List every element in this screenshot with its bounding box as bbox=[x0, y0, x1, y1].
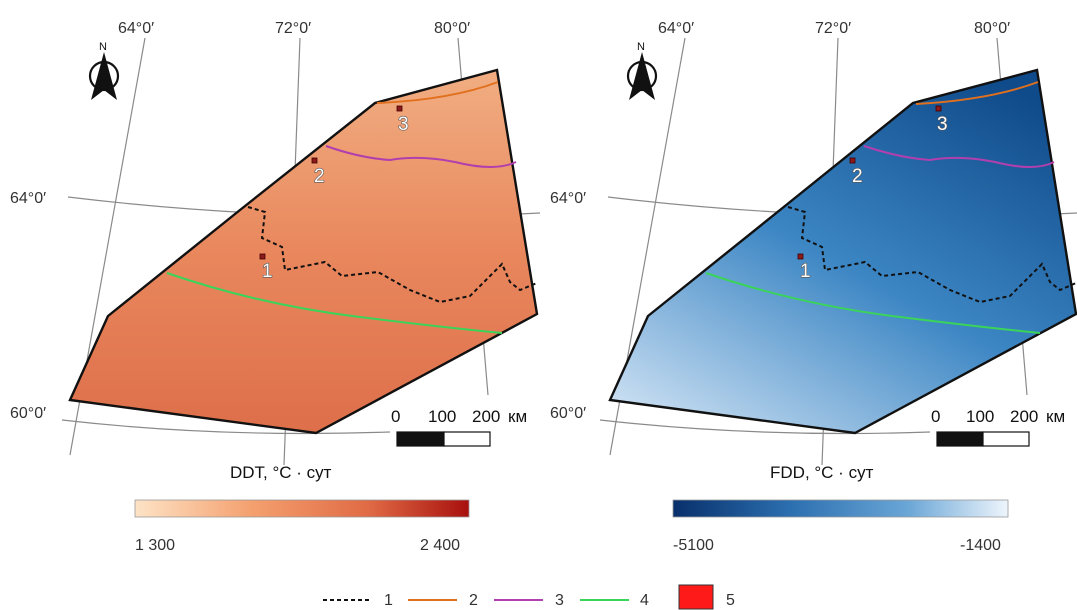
legend: 1 2 3 4 5 bbox=[323, 584, 735, 610]
map-panel-ddt: 1 2 3 64°0′ 72°0′ 80°0′ 64°0′ 60°0′ N 0 … bbox=[10, 20, 541, 554]
colorbar-min-ddt: 1 300 bbox=[135, 537, 175, 554]
colorbar-max-ddt: 2 400 bbox=[420, 537, 460, 554]
line-4-green bbox=[166, 272, 503, 334]
line-1-dashed bbox=[787, 206, 1077, 304]
colorbar-gradient-ddt bbox=[134, 499, 470, 518]
site-label-2: 2 bbox=[852, 166, 863, 187]
scale-unit: км bbox=[508, 407, 527, 426]
site-marker-2 bbox=[311, 157, 318, 164]
site-marker-1 bbox=[797, 253, 804, 260]
scale-segment-white bbox=[443, 431, 491, 447]
region-polygon bbox=[608, 68, 1077, 435]
lon-label-64: 64°0′ bbox=[118, 20, 154, 37]
legend-item-5: 5 bbox=[678, 584, 735, 610]
line-3-purple bbox=[325, 145, 517, 168]
scale-segment-black bbox=[396, 431, 445, 447]
colorbar-ddt: DDT, °C · сут 1 300 2 400 bbox=[134, 463, 470, 554]
lat-label-60: 60°0′ bbox=[10, 405, 46, 422]
site-marker-3 bbox=[935, 105, 942, 112]
legend-item-3: 3 bbox=[494, 592, 564, 609]
scale-label-0: 0 bbox=[391, 407, 400, 426]
site-label-3: 3 bbox=[398, 114, 409, 135]
region-polygon bbox=[68, 68, 539, 435]
scale-label-0: 0 bbox=[931, 407, 940, 426]
site-marker-2 bbox=[849, 157, 856, 164]
line-2-orange bbox=[376, 81, 499, 104]
scale-label-200: 200 bbox=[472, 407, 500, 426]
lat-label-64: 64°0′ bbox=[550, 190, 586, 207]
colorbar-gradient-fdd bbox=[672, 499, 1009, 518]
scale-label-100: 100 bbox=[428, 407, 456, 426]
legend-swatch-5 bbox=[678, 584, 714, 610]
map-panel-fdd: 1 2 3 64°0′ 72°0′ 80°0′ 64°0′ 60°0′ N 0 … bbox=[550, 20, 1077, 554]
scale-segment-white bbox=[982, 431, 1030, 447]
scale-bar: 0 100 200 км bbox=[391, 407, 527, 447]
colorbar-title-ddt: DDT, °C · сут bbox=[230, 463, 332, 482]
scale-unit: км bbox=[1046, 407, 1065, 426]
scale-label-100: 100 bbox=[966, 407, 994, 426]
lat-label-64: 64°0′ bbox=[10, 190, 46, 207]
line-4-green bbox=[705, 272, 1041, 334]
legend-label-1: 1 bbox=[384, 592, 393, 609]
legend-item-4: 4 bbox=[580, 592, 649, 609]
colorbar-max-fdd: -1400 bbox=[960, 537, 1001, 554]
site-label-3: 3 bbox=[937, 114, 948, 135]
parallel-60 bbox=[599, 419, 931, 435]
scale-bar: 0 100 200 км bbox=[931, 407, 1065, 447]
north-arrow-icon: N bbox=[88, 41, 120, 100]
site-label-1: 1 bbox=[800, 261, 811, 282]
line-1-dashed bbox=[247, 206, 538, 304]
line-2-orange bbox=[915, 81, 1039, 105]
lon-label-72: 72°0′ bbox=[815, 20, 851, 37]
lon-label-80: 80°0′ bbox=[434, 20, 470, 37]
lon-label-80: 80°0′ bbox=[974, 20, 1010, 37]
north-arrow-icon: N bbox=[626, 41, 658, 100]
line-3-purple bbox=[863, 145, 1055, 168]
site-marker-1 bbox=[259, 253, 266, 260]
legend-label-5: 5 bbox=[726, 592, 735, 609]
parallel-60 bbox=[61, 419, 391, 435]
scale-label-200: 200 bbox=[1010, 407, 1038, 426]
colorbar-title-fdd: FDD, °C · сут bbox=[770, 463, 874, 482]
legend-label-2: 2 bbox=[469, 592, 478, 609]
lon-label-64: 64°0′ bbox=[658, 20, 694, 37]
colorbar-min-fdd: -5100 bbox=[673, 537, 714, 554]
site-label-2: 2 bbox=[314, 166, 325, 187]
colorbar-fdd: FDD, °C · сут -5100 -1400 bbox=[672, 463, 1009, 554]
north-arrow-label: N bbox=[637, 41, 645, 53]
north-arrow-label: N bbox=[99, 41, 107, 53]
lon-label-72: 72°0′ bbox=[275, 20, 311, 37]
lat-label-60: 60°0′ bbox=[550, 405, 586, 422]
legend-item-1: 1 bbox=[323, 592, 393, 609]
site-marker-3 bbox=[396, 105, 403, 112]
legend-item-2: 2 bbox=[408, 592, 478, 609]
scale-segment-black bbox=[936, 431, 984, 447]
site-label-1: 1 bbox=[262, 261, 273, 282]
legend-label-4: 4 bbox=[640, 592, 649, 609]
legend-label-3: 3 bbox=[555, 592, 564, 609]
